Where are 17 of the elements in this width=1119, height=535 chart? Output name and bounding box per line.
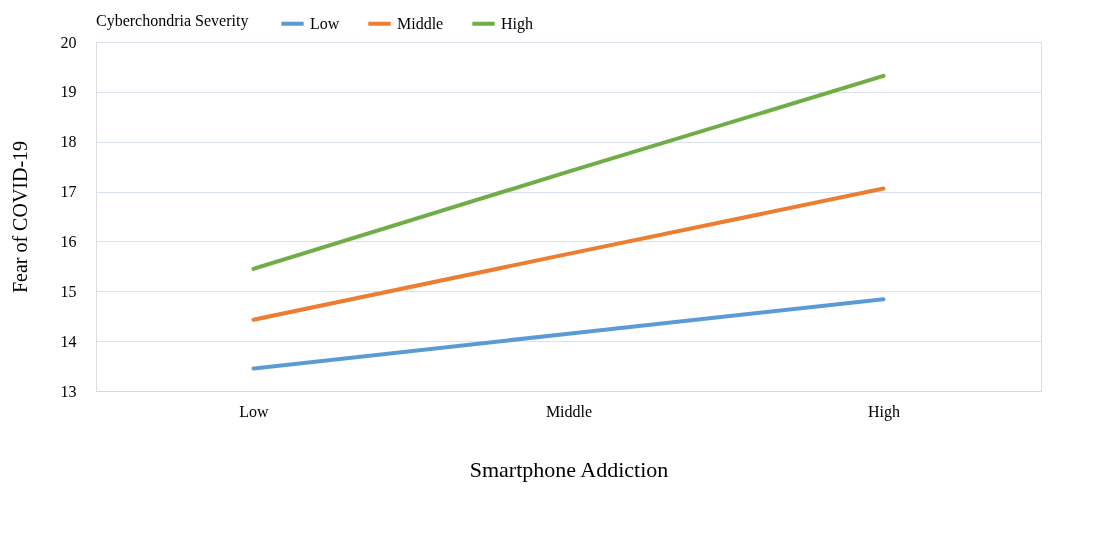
y-tick-label: 19 [60, 83, 77, 101]
x-tick-label: High [868, 402, 900, 421]
x-tick-label: Middle [545, 402, 593, 420]
legend-title: Cyberchondria Severity [96, 12, 249, 30]
legend-label: High [501, 14, 533, 33]
y-tick-label: 17 [60, 183, 77, 201]
x-axis-title: Smartphone Addiction [469, 456, 669, 482]
x-tick-label: Low [239, 402, 270, 420]
y-tick-label: 18 [60, 133, 77, 151]
y-axis-title: Fear of COVID-19 [8, 140, 31, 294]
legend-label: Middle [397, 14, 444, 32]
legend-label: Low [310, 14, 340, 32]
y-tick-label: 14 [60, 332, 77, 350]
y-tick-label: 15 [60, 282, 77, 300]
y-tick-label: 20 [60, 33, 77, 51]
y-tick-label: 13 [60, 382, 77, 400]
y-tick-label: 16 [60, 232, 77, 250]
